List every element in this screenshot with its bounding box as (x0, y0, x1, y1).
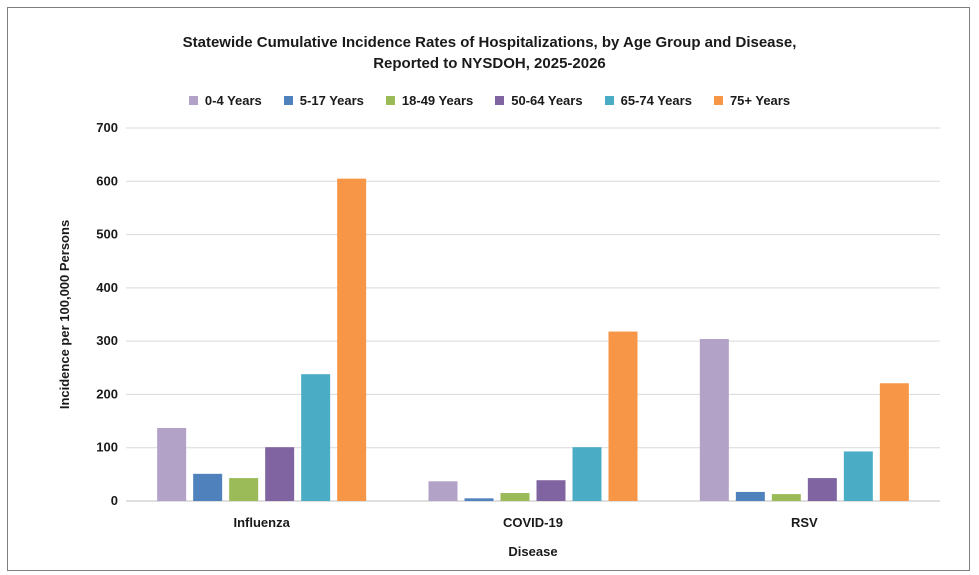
bar (464, 498, 494, 501)
y-tick-label: 300 (96, 333, 118, 348)
y-tick-label: 0 (111, 493, 118, 508)
bar (572, 447, 602, 501)
chart-title: Statewide Cumulative Incidence Rates of … (182, 34, 797, 51)
legend-swatch (188, 96, 198, 105)
legend-label: 50-64 Years (511, 93, 583, 108)
bar (500, 493, 530, 501)
bar (193, 473, 223, 501)
bar (157, 427, 187, 501)
y-tick-label: 400 (96, 280, 118, 295)
legend-label: 18-49 Years (401, 93, 474, 108)
bar (735, 491, 765, 501)
legend-swatch (495, 96, 505, 105)
y-axis-label: Incidence per 100,000 Persons (57, 220, 72, 409)
bar (536, 480, 566, 501)
legend-swatch (604, 96, 614, 105)
bar (879, 383, 909, 501)
bar (229, 478, 259, 501)
y-tick-label: 500 (96, 227, 118, 242)
bar (265, 447, 295, 501)
legend-swatch (385, 96, 395, 105)
legend-item: 75+ Years (713, 93, 791, 108)
legend-swatch (713, 96, 723, 105)
bar (428, 481, 458, 501)
chart-subtitle: Reported to NYSDOH, 2025-2026 (373, 55, 606, 72)
legend-swatch (283, 96, 293, 105)
chart-legend: 0-4 Years 5-17 Years 18-49 Years 50-64 Year… (0, 93, 979, 108)
y-tick-label: 200 (96, 386, 118, 401)
legend-item: 0-4 Years (188, 93, 262, 108)
bar (699, 339, 729, 501)
legend-label: 65-74 Years (620, 93, 692, 108)
legend-label: 0-4 Years (204, 93, 262, 108)
legend-item: 18-49 Years (385, 93, 474, 108)
x-tick-label: RSV (791, 515, 818, 530)
bar (337, 178, 367, 501)
bar (843, 451, 873, 501)
legend-label: 5-17 Years (299, 93, 364, 108)
legend-label: 75+ Years (729, 93, 791, 108)
bar (608, 331, 638, 501)
x-axis-label: Disease (508, 544, 557, 559)
bar (301, 374, 331, 501)
x-tick-label: COVID-19 (503, 515, 563, 530)
y-tick-label: 100 (96, 440, 118, 455)
x-tick-label: Influenza (233, 515, 290, 530)
legend-item: 5-17 Years (283, 93, 364, 108)
bar (807, 478, 837, 501)
bar (771, 494, 801, 501)
y-tick-label: 600 (96, 173, 118, 188)
y-tick-label: 700 (96, 120, 118, 135)
legend-item: 50-64 Years (495, 93, 583, 108)
legend-item: 65-74 Years (604, 93, 692, 108)
